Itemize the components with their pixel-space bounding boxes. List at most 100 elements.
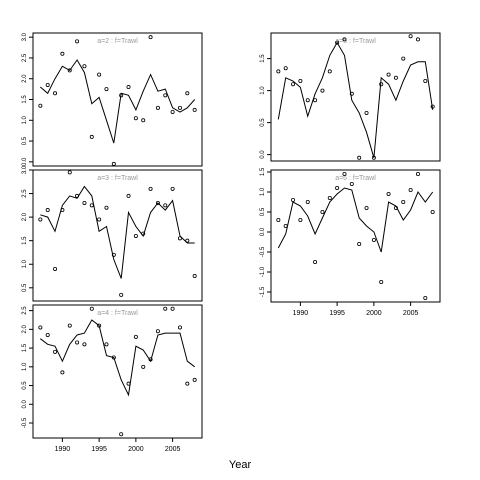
observed-point xyxy=(192,274,197,279)
observed-point xyxy=(386,72,391,77)
observed-point xyxy=(177,325,182,330)
y-tick-label: 2.0 xyxy=(22,74,28,83)
observed-point xyxy=(305,199,310,204)
observed-point xyxy=(401,56,406,61)
observed-point xyxy=(119,432,124,437)
observed-point xyxy=(45,82,50,87)
observed-point xyxy=(133,233,138,238)
observed-point xyxy=(320,88,325,93)
panel-title: a=2 : f=Trawl xyxy=(97,38,138,45)
observed-point xyxy=(148,186,153,191)
observed-point xyxy=(82,64,87,69)
panel-4: a=5 : f=Trawl 0.0 0.5 1.0 1.5 xyxy=(260,32,441,162)
y-tick-label: 2.0 xyxy=(22,212,28,221)
observed-point xyxy=(305,98,310,103)
y-tick-label: 1.5 xyxy=(260,54,266,63)
y-tick-label: 0.5 xyxy=(22,136,28,145)
observed-point xyxy=(364,205,369,210)
y-tick-label: 3.0 xyxy=(22,32,28,41)
observed-point xyxy=(126,193,131,198)
x-tick-label: 1990 xyxy=(293,310,309,317)
observed-point xyxy=(327,69,332,74)
observed-point xyxy=(155,329,160,334)
observed-point xyxy=(53,266,58,271)
observed-point xyxy=(415,171,420,176)
observed-point xyxy=(276,217,281,222)
y-tick-label: 1.0 xyxy=(22,115,28,124)
x-tick-label: 1995 xyxy=(329,310,345,317)
observed-point xyxy=(155,200,160,205)
observed-point xyxy=(82,200,87,205)
observed-point xyxy=(401,199,406,204)
observed-point xyxy=(185,238,190,243)
observed-point xyxy=(430,209,435,214)
observed-point xyxy=(75,340,80,345)
observed-point xyxy=(313,259,318,264)
x-tick-label: 2005 xyxy=(165,446,181,453)
observed-point xyxy=(155,105,160,110)
observed-point xyxy=(133,116,138,121)
observed-point xyxy=(298,79,303,84)
y-tick-label: 0.0 xyxy=(22,399,28,408)
observed-point xyxy=(111,161,116,166)
observed-point xyxy=(67,170,72,175)
y-tick-label: 0.0 xyxy=(260,150,266,159)
y-tick-label: 3.0 xyxy=(22,165,28,174)
observed-point xyxy=(415,37,420,42)
observed-point xyxy=(335,40,340,45)
observed-point xyxy=(141,364,146,369)
observed-point xyxy=(291,197,296,202)
observed-point xyxy=(379,279,384,284)
observed-point xyxy=(141,118,146,123)
x-tick-label: 1990 xyxy=(55,446,71,453)
observed-point xyxy=(53,91,58,96)
y-tick-label: 2.5 xyxy=(22,53,28,62)
observed-point xyxy=(349,181,354,186)
observed-point xyxy=(342,171,347,176)
observed-point xyxy=(67,68,72,73)
observed-point xyxy=(163,306,168,311)
panel-title: a=4 : f=Trawl xyxy=(97,310,138,317)
observed-point xyxy=(320,209,325,214)
observed-point xyxy=(408,34,413,39)
observed-point xyxy=(393,75,398,80)
y-tick-label: 1.5 xyxy=(260,167,266,176)
observed-point xyxy=(60,51,65,56)
y-tick-label: 2.0 xyxy=(22,325,28,334)
observed-point xyxy=(192,107,197,112)
observed-point xyxy=(170,306,175,311)
observed-point xyxy=(408,187,413,192)
observed-point xyxy=(342,37,347,42)
y-tick-label: 1.0 xyxy=(260,86,266,95)
observed-point xyxy=(291,82,296,87)
observed-point xyxy=(104,87,109,92)
y-tick-label: 2.5 xyxy=(22,306,28,315)
panel-frame xyxy=(270,32,441,162)
observed-point xyxy=(38,217,43,222)
panel-5: a=6 : f=Trawl -1.5 -1.0 -0.5 0.0 0.5 1.0 1.5 199… xyxy=(260,167,441,317)
panel-title: a=6 : f=Trawl xyxy=(335,175,376,182)
observed-point xyxy=(133,334,138,339)
y-tick-label: 0.5 xyxy=(260,207,266,216)
y-tick-label: 0.0 xyxy=(22,157,28,166)
y-tick-label: 0.5 xyxy=(22,381,28,390)
figure-x-label: Year xyxy=(228,459,252,471)
observed-point xyxy=(67,323,72,328)
fitted-line xyxy=(39,319,196,397)
y-tick-label: -1.5 xyxy=(260,286,266,297)
observed-point xyxy=(357,155,362,160)
x-tick-label: 2000 xyxy=(128,446,144,453)
observed-point xyxy=(335,185,340,190)
y-tick-label: -1.0 xyxy=(260,266,266,277)
fitted-line xyxy=(39,59,196,144)
observed-point xyxy=(45,208,50,213)
observed-point xyxy=(185,91,190,96)
fitted-line xyxy=(40,185,195,279)
observed-point xyxy=(89,306,94,311)
panel-frame xyxy=(32,169,203,302)
x-tick-label: 1995 xyxy=(91,446,107,453)
y-tick-label: 0.0 xyxy=(260,227,266,236)
observed-point xyxy=(298,217,303,222)
observed-point xyxy=(185,381,190,386)
observed-point xyxy=(283,66,288,71)
